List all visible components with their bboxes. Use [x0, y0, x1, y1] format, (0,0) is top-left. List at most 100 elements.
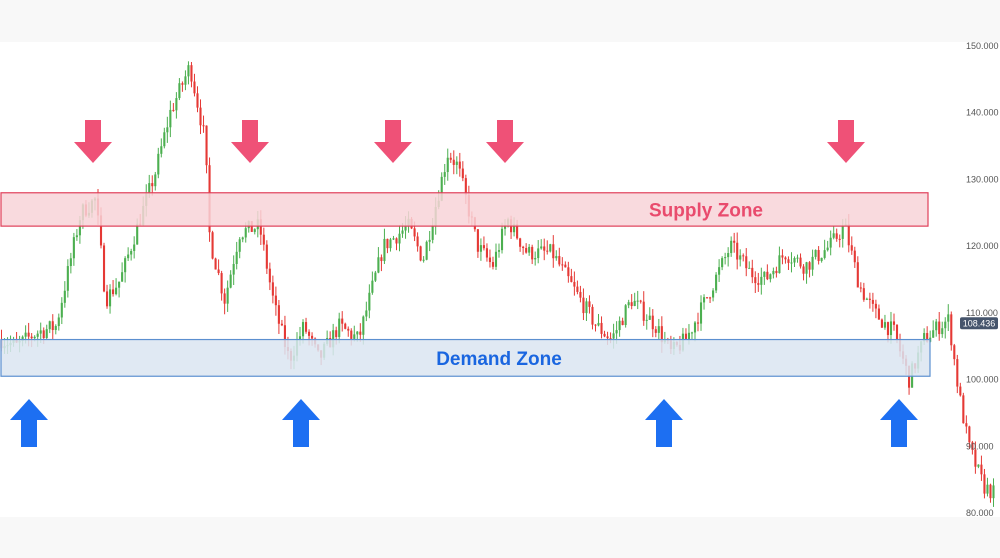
candle-down	[926, 333, 929, 342]
candle-up	[805, 262, 808, 274]
candle-up	[702, 297, 706, 303]
candle-up	[78, 220, 81, 236]
down-arrow-icon	[486, 120, 524, 163]
candle-up	[389, 239, 392, 249]
candle-up	[883, 322, 887, 328]
candle-down	[304, 322, 308, 332]
candle-up	[108, 289, 112, 307]
candle-up	[823, 250, 826, 258]
current-price-label: 108.436	[963, 318, 996, 328]
candle-up	[232, 263, 235, 275]
candle-down	[151, 183, 154, 187]
candle-down	[217, 269, 220, 274]
candle-up	[166, 127, 169, 133]
candle-down	[959, 386, 962, 396]
candle-up	[648, 315, 651, 320]
candle-down	[895, 324, 899, 340]
candle-up	[133, 244, 136, 251]
candle-down	[609, 338, 612, 340]
chart-background	[0, 42, 1000, 517]
candle-down	[102, 245, 106, 292]
candle-up	[748, 267, 751, 269]
candle-up	[820, 257, 823, 261]
supply-zone-rect	[0, 192, 929, 227]
candle-down	[223, 293, 226, 304]
candle-up	[184, 76, 187, 85]
candle-down	[579, 291, 582, 298]
candle-down	[874, 303, 877, 309]
candle-down	[262, 234, 265, 245]
candle-up	[235, 251, 238, 264]
price-chart[interactable]: Supply Zone Demand Zone	[0, 42, 1000, 517]
candle-up	[332, 330, 335, 348]
candle-down	[696, 322, 700, 324]
candle-down	[196, 93, 199, 108]
candle-up	[401, 230, 404, 234]
candle-up	[479, 245, 482, 252]
y-tick-label: 110.000	[966, 308, 998, 318]
candle-down	[953, 345, 956, 360]
candle-down	[835, 233, 838, 239]
candle-up	[769, 274, 772, 280]
candle-down	[359, 331, 362, 335]
current-price-tag: 108.436	[960, 317, 998, 330]
candle-up	[431, 226, 434, 240]
supply-zone-label: Supply Zone	[649, 200, 763, 221]
candle-down	[847, 224, 850, 246]
candle-up	[549, 244, 552, 252]
candle-up	[338, 318, 341, 338]
candle-down	[570, 276, 573, 282]
candle-up	[832, 233, 835, 238]
candle-up	[75, 235, 78, 238]
candle-up	[127, 254, 130, 259]
candle-down	[642, 301, 645, 321]
candle-down	[519, 238, 522, 247]
candle-up	[36, 333, 39, 337]
candle-down	[594, 324, 597, 326]
candle-up	[374, 272, 377, 281]
candle-down	[449, 157, 452, 160]
candle-down	[838, 238, 841, 240]
candle-down	[27, 332, 30, 337]
candle-down	[464, 178, 467, 195]
candle-up	[368, 292, 371, 311]
candle-up	[633, 300, 636, 307]
candle-down	[344, 323, 347, 329]
candle-down	[552, 244, 555, 259]
candle-down	[859, 287, 862, 289]
candle-up	[721, 258, 724, 268]
candle-up	[724, 257, 727, 259]
candle-down	[181, 83, 184, 85]
candle-up	[163, 132, 166, 147]
candle-up	[154, 174, 157, 187]
candle-down	[516, 224, 519, 239]
candle-up	[829, 237, 832, 248]
candle-down	[335, 330, 338, 338]
candle-down	[880, 319, 883, 328]
candle-down	[808, 262, 811, 270]
candle-up	[60, 302, 63, 318]
candle-up	[157, 153, 160, 175]
candle-down	[350, 330, 353, 339]
candle-down	[850, 245, 853, 251]
candle-down	[582, 297, 585, 314]
candle-down	[341, 318, 344, 324]
candle-up	[841, 226, 844, 239]
candle-down	[974, 449, 977, 467]
candle-down	[558, 256, 561, 265]
candle-down	[802, 266, 805, 274]
candle-up	[715, 274, 718, 291]
candle-up	[826, 247, 829, 251]
candle-up	[136, 223, 139, 245]
y-tick-label: 90.000	[966, 441, 994, 451]
candle-up	[528, 246, 531, 253]
candle-up	[63, 290, 66, 303]
candle-up	[57, 317, 60, 327]
candle-down	[980, 464, 983, 475]
candle-up	[443, 172, 446, 177]
candle-up	[712, 290, 715, 298]
candle-up	[404, 226, 407, 231]
candle-down	[757, 283, 760, 285]
candle-down	[211, 232, 214, 259]
candle-down	[745, 256, 748, 269]
